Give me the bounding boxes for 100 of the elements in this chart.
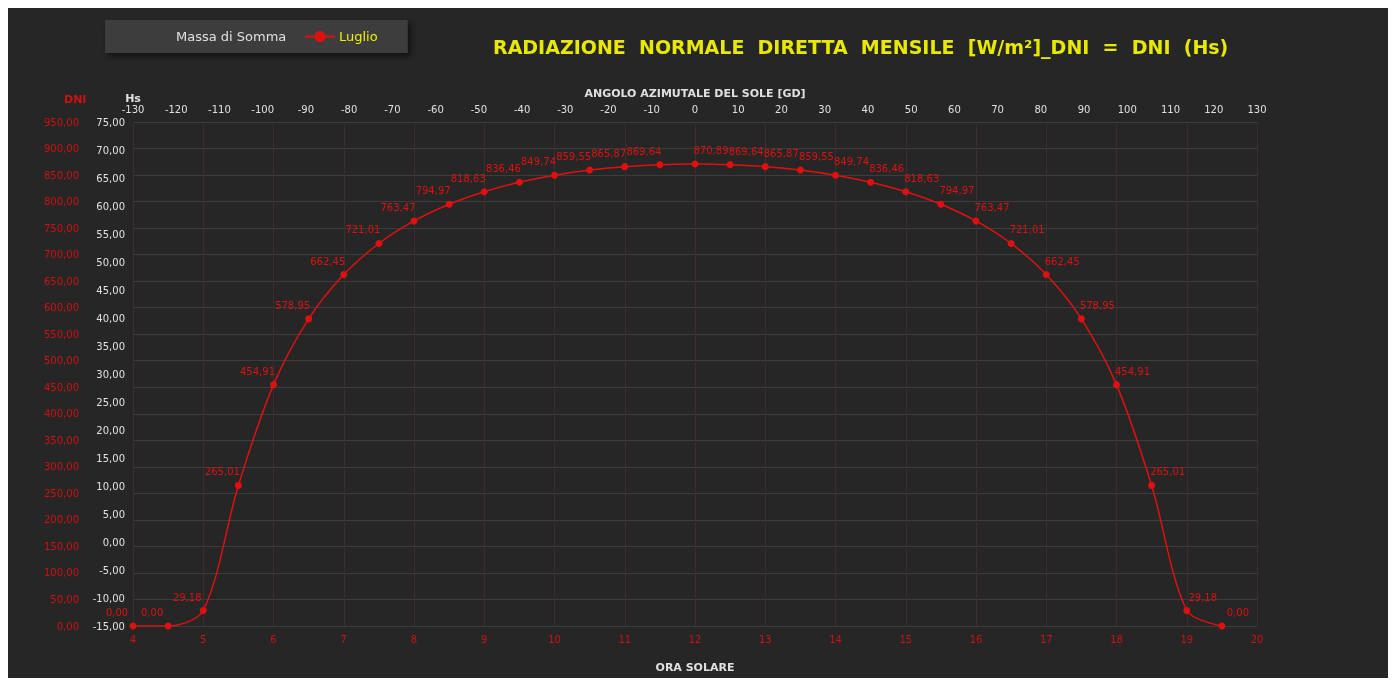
data-label: 794,97 [415, 185, 451, 197]
x-tick-label: 14 [829, 633, 842, 645]
point [796, 166, 804, 174]
data-label: 763,47 [974, 201, 1010, 213]
x2-tick-label: 90 [1077, 103, 1091, 115]
point [902, 188, 910, 196]
y2-axis-title: Hs [125, 92, 142, 106]
data-label: 29,18 [172, 591, 202, 603]
data-label: 869,64 [626, 145, 662, 157]
x-tick-label: 18 [1110, 633, 1123, 645]
x-tick-label: 8 [410, 633, 418, 645]
data-label: 818,63 [450, 172, 486, 184]
y2-tick-label: 65,00 [96, 172, 125, 184]
x-tick-label: 11 [618, 633, 632, 645]
x-tick-label: 19 [1180, 633, 1194, 645]
y-tick-label: 200,00 [44, 514, 79, 526]
y2-tick-label: 75,00 [96, 116, 125, 128]
y-tick-label: 850,00 [44, 169, 79, 181]
x2-tick-label: 120 [1204, 103, 1224, 115]
point [305, 315, 313, 323]
data-label: 870,89 [693, 144, 729, 156]
y2-tick-label: 50,00 [96, 256, 125, 268]
y2-tick-label: 35,00 [96, 340, 125, 352]
data-label: 721,01 [345, 224, 381, 236]
x-tick-label: 7 [340, 633, 347, 645]
y-tick-label: 350,00 [44, 434, 79, 446]
point [551, 171, 558, 179]
data-label: 859,55 [556, 150, 592, 162]
y-tick-label: 900,00 [44, 143, 79, 155]
x2-tick-label: 70 [991, 103, 1004, 115]
point [656, 161, 664, 169]
data-label: 0,00 [1226, 607, 1250, 618]
x2-tick-label: -40 [513, 103, 531, 115]
point [937, 200, 945, 208]
point [726, 161, 734, 169]
x2-tick-label: -120 [164, 103, 188, 115]
chart-title: RADIAZIONE NORMALE DIRETTA MENSILE [W/m²]_DNI = DNI (Hs) [493, 35, 1229, 59]
point [199, 607, 207, 615]
x2-tick-label: -60 [427, 103, 444, 115]
x2-tick-label: 30 [818, 103, 832, 115]
y2-tick-label: 30,00 [96, 368, 125, 380]
x2-tick-label: -20 [600, 103, 617, 115]
data-label: 763,47 [380, 201, 416, 213]
legend-title: Massa di Somma [176, 29, 287, 44]
x2-tick-label: 110 [1160, 103, 1181, 115]
x2-tick-label: 60 [948, 103, 961, 115]
data-label: 869,64 [728, 145, 764, 157]
data-label: 0,00 [140, 607, 164, 618]
y2-tick-label: 0,00 [102, 536, 125, 548]
point [867, 178, 875, 186]
point [586, 166, 594, 174]
y-tick-label: 400,00 [44, 408, 79, 420]
y-tick-label: 750,00 [44, 222, 79, 234]
point [234, 481, 242, 489]
x2-tick-label: 20 [775, 103, 788, 115]
y-tick-label: 500,00 [44, 355, 79, 367]
point [621, 163, 629, 171]
y2-tick-label: 10,00 [96, 480, 125, 492]
x-tick-label: 6 [270, 633, 277, 645]
data-label: 578,95 [275, 299, 311, 311]
y2-tick-label: 45,00 [96, 284, 125, 296]
data-label: 662,45 [1044, 255, 1080, 267]
y-tick-label: 150,00 [44, 540, 79, 552]
x-tick-label: 13 [758, 633, 772, 645]
y-tick-label: 0,00 [56, 620, 79, 632]
y2-tick-label: 60,00 [96, 200, 125, 212]
y-tick-label: 50,00 [50, 593, 79, 605]
data-label: 849,74 [521, 156, 556, 168]
point [480, 188, 488, 196]
point [1183, 607, 1191, 615]
x-tick-label: 5 [200, 633, 207, 645]
y-tick-label: 250,00 [44, 487, 79, 499]
y2-tick-label: -15,00 [92, 620, 125, 632]
data-label: 578,95 [1079, 299, 1115, 311]
x-tick-label: 20 [1250, 633, 1264, 645]
y-tick-label: 800,00 [44, 196, 79, 208]
y-axis-title: DNI [64, 93, 87, 106]
x2-tick-label: 50 [904, 103, 918, 115]
x2-tick-label: 40 [861, 103, 875, 115]
x2-tick-label: 130 [1247, 103, 1267, 115]
x2-tick-label: 100 [1117, 103, 1137, 115]
y2-tick-label: -5,00 [99, 564, 125, 576]
point [270, 381, 277, 389]
y2-tick-label: 20,00 [96, 424, 125, 436]
y2-tick-label: 70,00 [96, 144, 125, 156]
data-label: 818,63 [904, 172, 940, 184]
x-tick-label: 9 [481, 633, 488, 645]
y-tick-label: 100,00 [44, 567, 79, 579]
data-label: 662,45 [310, 255, 346, 267]
data-label: 265,01 [1150, 466, 1186, 478]
point [340, 271, 348, 279]
data-label: 265,01 [204, 466, 240, 478]
x2-tick-label: 80 [1034, 103, 1048, 115]
x-tick-label: 4 [129, 633, 137, 645]
x2-tick-label: 10 [731, 103, 745, 115]
x2-tick-label: -100 [251, 103, 275, 115]
data-label: 454,91 [1115, 365, 1150, 377]
y2-tick-label: -10,00 [92, 592, 125, 604]
x-tick-label: 16 [969, 633, 983, 645]
data-label: 836,46 [485, 163, 521, 175]
